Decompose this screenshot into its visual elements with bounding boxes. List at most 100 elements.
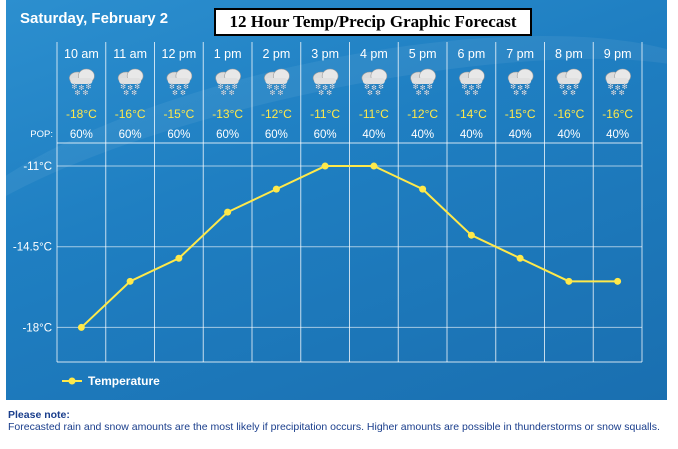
cloud-base [460,78,483,84]
snowflake: ✻ [180,89,186,97]
hour-label: 5 pm [409,47,437,61]
snowflake: ✻ [608,83,614,91]
temperature-line [80,165,618,329]
forecast-panel: Saturday, February 2 12 Hour Temp/Precip… [6,0,667,400]
snowflake: ✻ [315,83,321,91]
cloud-base [411,78,434,84]
snowflake: ✻ [172,89,178,97]
pop-value: 40% [557,129,580,141]
hour-label: 2 pm [262,47,290,61]
cloud-base [557,78,580,84]
y-tick-label: -11°C [23,161,52,173]
forecast-chart: 10 am✻ ✻ ✻✻ ✻-18°C60%11 am✻ ✻ ✻✻ ✻-16°C60%12 p… [13,42,643,388]
snowflake: ✻ [280,83,286,91]
snowflake: ✻ [559,83,565,91]
hour-label: 8 pm [555,47,583,61]
snowflake: ✻ [229,89,235,97]
pop-value: 40% [411,129,434,141]
snowflake: ✻ [277,89,283,97]
snowflake: ✻ [378,83,384,91]
snow-cloud-icon: ✻ ✻ ✻✻ ✻ [556,68,583,97]
snowflake: ✻ [78,84,84,92]
pop-value: 60% [265,129,288,141]
snowflake: ✻ [318,89,324,97]
snowflake: ✻ [524,83,530,91]
snow-cloud-icon: ✻ ✻ ✻✻ ✻ [117,68,144,97]
snowflake: ✻ [232,83,238,91]
temp-label: -11°C [310,107,340,121]
snowflake: ✻ [218,83,224,91]
snow-cloud-icon: ✻ ✻ ✻✻ ✻ [605,68,631,97]
snowflake: ✻ [475,83,481,91]
snowflake: ✻ [329,83,335,91]
snowflake: ✻ [326,89,332,97]
pop-value: 60% [167,129,190,141]
temperature-point [614,277,622,285]
snowflake: ✻ [521,89,527,97]
chart-title: 12 Hour Temp/Precip Graphic Forecast [214,8,532,36]
y-tick-label: -18°C [22,322,52,334]
temp-label: -16°C [115,107,146,121]
temp-label: -16°C [602,107,633,121]
snowflake: ✻ [468,84,474,92]
temperature-point [565,277,573,285]
snowflake: ✻ [269,89,275,97]
snowflake: ✻ [566,84,572,92]
hour-label: 9 pm [604,47,632,61]
snowflake: ✻ [273,84,279,92]
temperature-point [516,254,524,262]
snow-cloud-icon: ✻ ✻ ✻✻ ✻ [459,68,485,97]
snowflake: ✻ [134,83,140,91]
snow-cloud-icon: ✻ ✻ ✻✻ ✻ [215,68,241,97]
hour-label: 11 am [113,47,147,61]
snowflake: ✻ [85,83,91,91]
temp-label: -15°C [163,107,194,121]
snowflake: ✻ [570,89,576,97]
snowflake: ✻ [424,89,430,97]
temp-label: -15°C [505,107,536,121]
pop-value: 40% [509,129,532,141]
snowflake: ✻ [367,89,373,97]
y-tick-label: -14.5°C [13,242,52,254]
hour-label: 4 pm [360,47,388,61]
snowflake: ✻ [513,89,519,97]
snow-cloud-icon: ✻ ✻ ✻✻ ✻ [410,68,436,97]
snowflake: ✻ [573,83,579,91]
temp-label: -12°C [261,107,292,121]
snowflake: ✻ [615,84,621,92]
temperature-point [419,185,427,193]
temperature-point [77,323,85,331]
cloud-base [314,78,337,84]
pop-value: 40% [362,129,385,141]
cloud-base [265,78,288,84]
snowflake: ✻ [183,83,189,91]
snowflake: ✻ [611,89,617,97]
snowflake: ✻ [127,84,133,92]
snowflake: ✻ [413,83,419,91]
snowflake: ✻ [464,89,470,97]
temperature-point [370,162,378,170]
cloud-base [119,78,142,84]
snowflake: ✻ [120,83,126,91]
temp-label: -12°C [407,107,438,121]
note-heading: Please note: [8,409,70,421]
temperature-point [126,277,134,285]
temp-label: -18°C [66,107,97,121]
snowflake: ✻ [176,84,182,92]
hour-label: 6 pm [457,47,485,61]
snowflake: ✻ [420,84,426,92]
snowflake: ✻ [472,89,478,97]
snowflake: ✻ [221,89,227,97]
temperature-point [467,231,475,239]
snow-cloud-icon: ✻ ✻ ✻✻ ✻ [361,68,388,97]
note-text: Forecasted rain and snow amounts are the… [8,421,660,433]
legend-marker [68,377,76,385]
cloud-base [362,78,385,84]
snowflake: ✻ [427,83,433,91]
snowflake: ✻ [322,84,328,92]
snowflake: ✻ [266,83,272,91]
note: Please note: Forecasted rain and snow am… [8,409,668,433]
hour-label: 10 am [64,47,99,61]
temp-label: -14°C [456,107,487,121]
snowflake: ✻ [375,89,381,97]
